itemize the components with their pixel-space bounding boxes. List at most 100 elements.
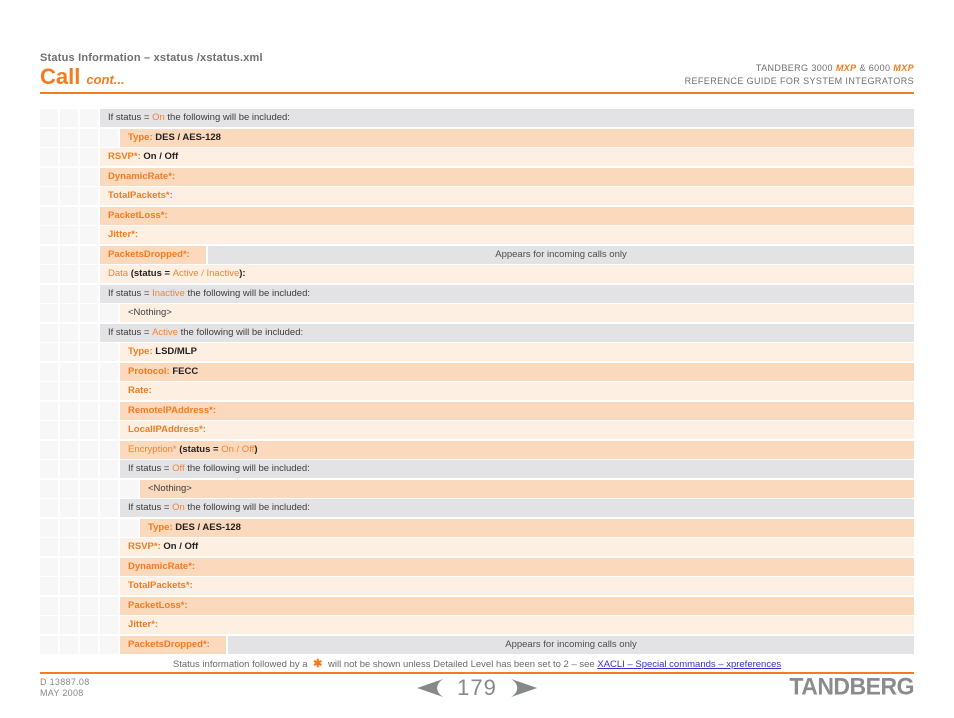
indent-cell — [100, 518, 118, 537]
indent-cell — [60, 362, 78, 381]
row-text: Active / Inactive — [172, 268, 240, 279]
table-row: RemoteIPAddress*: — [40, 401, 914, 420]
row-text: On / Off — [221, 443, 255, 455]
table-row: If status = Off the following will be in… — [40, 460, 914, 478]
row-text: <Nothing> — [128, 307, 172, 318]
page-number: 179 — [457, 675, 497, 700]
indent-cell — [40, 440, 58, 459]
indent-cell — [100, 479, 118, 498]
indent-cell — [60, 596, 78, 615]
footer-divider — [40, 672, 914, 674]
indent-cell — [40, 109, 58, 127]
row-cell: <Nothing> — [140, 479, 914, 498]
indent-cell — [100, 440, 118, 459]
indent-cell — [40, 479, 58, 498]
row-text: (status = — [176, 443, 222, 455]
row-text: LocalIPAddress*: — [128, 424, 206, 435]
row-text: the following will be included: — [164, 112, 290, 123]
footnote-link[interactable]: XACLI – Special commands – xpreferences — [597, 659, 782, 670]
indent-cell — [60, 538, 78, 556]
page-navigation: 179 — [414, 675, 540, 701]
brand-text: TANDBERG 3000 — [755, 63, 836, 73]
indent-cell — [80, 557, 98, 576]
indent-cell — [100, 616, 118, 634]
row-text: LSD/MLP — [155, 346, 197, 357]
indent-cell — [80, 362, 98, 381]
indent-cell — [80, 148, 98, 166]
indent-cell — [80, 284, 98, 303]
row-cell: Type: LSD/MLP — [120, 343, 914, 361]
row-text: the following will be included: — [177, 326, 304, 338]
indent-cell — [80, 635, 98, 654]
table-row: RSVP*: On / Off — [40, 148, 914, 166]
row-cell: RemoteIPAddress*: — [120, 401, 914, 420]
table-row: PacketsDropped*: Appears for incoming cal… — [40, 245, 914, 264]
indent-cell — [100, 538, 118, 556]
indent-cell — [40, 128, 58, 147]
indent-cell — [60, 109, 78, 127]
indent-cell — [80, 343, 98, 361]
row-text: the following will be included: — [184, 463, 310, 474]
indent-cell — [100, 382, 118, 400]
table-row: Jitter*: — [40, 226, 914, 244]
table-row: PacketsDropped*: Appears for incoming cal… — [40, 635, 914, 654]
indent-cell — [60, 635, 78, 654]
indent-cell — [40, 577, 58, 595]
indent-cell — [120, 518, 138, 537]
indent-cell — [80, 577, 98, 595]
indent-cell — [60, 187, 78, 205]
asterisk-icon: ✱ — [313, 658, 323, 670]
row-text: On — [152, 112, 165, 123]
row-cell: If status = Inactive the following will … — [100, 284, 914, 303]
indent-cell — [40, 284, 58, 303]
indent-cell — [80, 616, 98, 634]
indent-cell — [40, 616, 58, 634]
indent-cell — [40, 304, 58, 322]
indent-cell — [80, 499, 98, 517]
page-title: Call cont... — [40, 64, 125, 90]
row-cell: Data (status = Active / Inactive): — [100, 265, 914, 283]
row-text: Encryption* — [128, 443, 177, 455]
prev-page-arrow-icon[interactable] — [414, 678, 444, 698]
row-cell: If status = On the following will be inc… — [120, 499, 914, 517]
brand-line-2: REFERENCE GUIDE FOR SYSTEM INTEGRATORS — [684, 76, 914, 86]
indent-cell — [60, 148, 78, 166]
row-text: If status = — [108, 112, 153, 123]
table-row: PacketLoss*: — [40, 596, 914, 615]
row-text: the following will be included: — [184, 287, 310, 299]
indent-cell — [100, 362, 118, 381]
row-text: RemoteIPAddress*: — [128, 404, 216, 416]
row-text: ) — [254, 443, 258, 455]
indent-cell — [80, 167, 98, 186]
indent-cell — [60, 343, 78, 361]
row-text: the following will be included: — [184, 502, 310, 513]
next-page-arrow-icon[interactable] — [510, 678, 540, 698]
indent-cell — [100, 635, 118, 654]
table-row: PacketLoss*: — [40, 206, 914, 225]
row-text: (status = — [130, 268, 173, 279]
indent-cell — [40, 518, 58, 537]
indent-cell — [60, 382, 78, 400]
row-cell: Jitter*: — [100, 226, 914, 244]
row-text: ): — [239, 268, 246, 279]
indent-cell — [100, 460, 118, 478]
table-row: Data (status = Active / Inactive): — [40, 265, 914, 283]
indent-cell — [40, 167, 58, 186]
indent-cell — [40, 635, 58, 654]
row-cell: Jitter*: — [120, 616, 914, 634]
indent-cell — [80, 304, 98, 322]
table-row: If status = Active the following will be… — [40, 323, 914, 342]
indent-cell — [40, 499, 58, 517]
row-text: PacketsDropped*: — [128, 638, 210, 650]
indent-cell — [80, 206, 98, 225]
row-cell: Type: DES / AES-128 — [140, 518, 914, 537]
row-text: Off — [172, 463, 185, 474]
row-cell: If status = On the following will be inc… — [100, 109, 914, 127]
row-cell: TotalPackets*: — [100, 187, 914, 205]
row-cell: <Nothing> — [120, 304, 914, 322]
row-text: DES / AES-128 — [155, 131, 221, 143]
row-text: DES / AES-128 — [175, 521, 241, 533]
indent-cell — [60, 265, 78, 283]
indent-cell — [40, 187, 58, 205]
indent-cell — [80, 109, 98, 127]
